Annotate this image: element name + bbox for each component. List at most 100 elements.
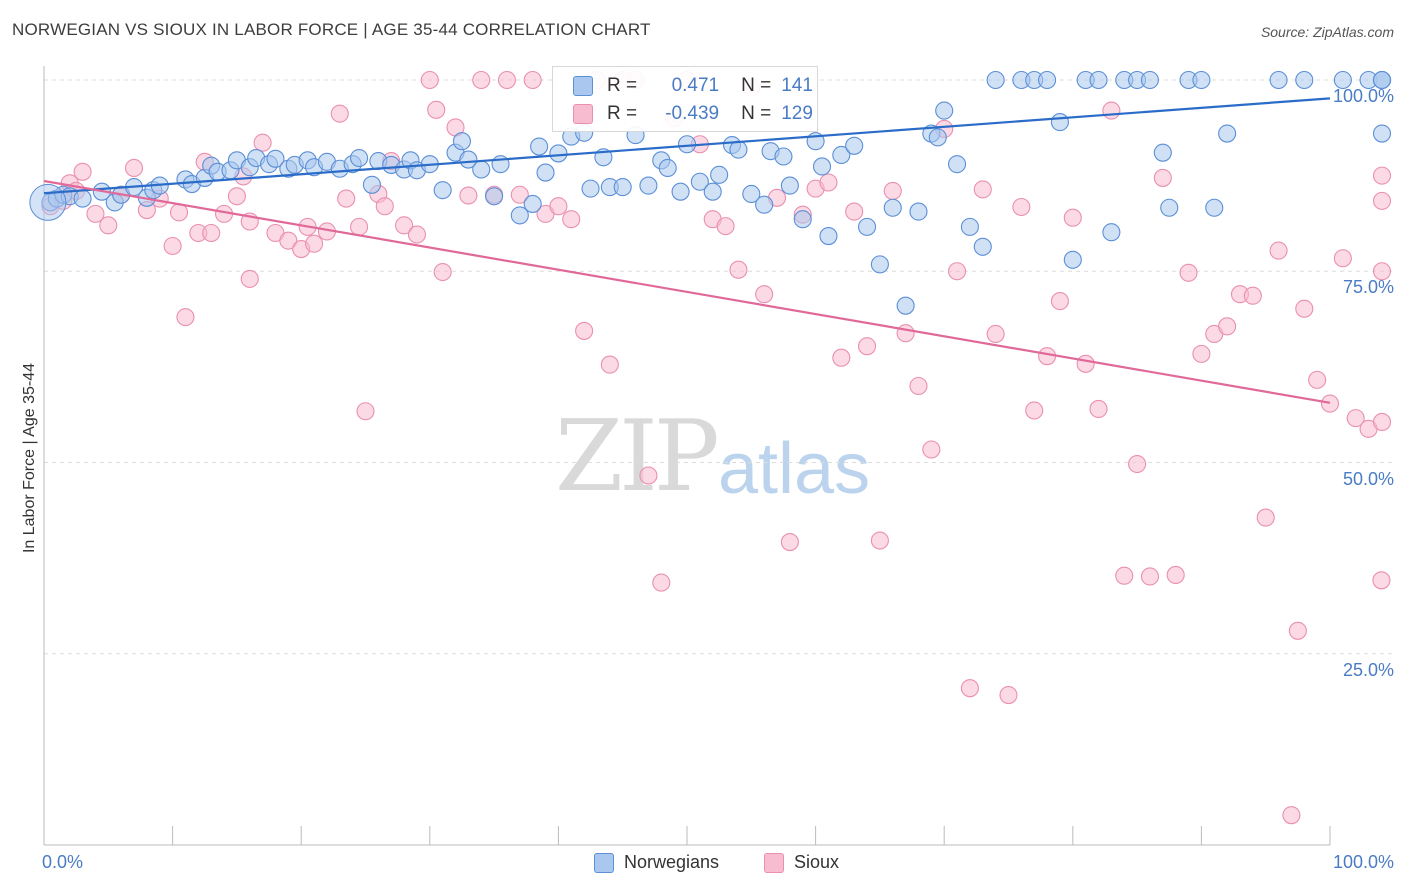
norwegians-point xyxy=(485,187,504,206)
norwegians-point xyxy=(928,128,947,147)
sioux-point xyxy=(922,440,941,459)
norwegians-point xyxy=(510,206,529,225)
sioux-point xyxy=(1333,249,1352,268)
sioux-point xyxy=(472,70,491,90)
sioux-point xyxy=(1153,168,1172,187)
sioux-trend-line xyxy=(43,179,1331,404)
watermark-atlas: atlas xyxy=(718,429,871,509)
norwegians-point xyxy=(1295,70,1314,90)
stats-row-norwegians: R = 0.471 N = 141 xyxy=(573,73,813,99)
watermark-zip: ZIP xyxy=(555,400,720,514)
sioux-point xyxy=(1269,241,1288,260)
sioux-point xyxy=(780,533,799,552)
norwegians-point xyxy=(1140,70,1160,90)
norwegians-point xyxy=(909,202,928,221)
y-tick-label: 75.0% xyxy=(1342,277,1394,298)
sioux-point xyxy=(1372,571,1391,590)
sioux-point xyxy=(279,231,298,250)
norwegians-point xyxy=(1089,70,1108,90)
legend-label-norwegians: Norwegians xyxy=(624,852,720,872)
norwegians-point xyxy=(1038,70,1057,90)
norwegians-point xyxy=(960,217,979,236)
norwegians-big-point xyxy=(29,183,67,221)
sioux-point xyxy=(99,216,118,235)
sioux-point xyxy=(1089,399,1108,419)
norwegians-point xyxy=(1153,143,1172,162)
norwegians-point xyxy=(350,148,369,168)
chart-title: NORWEGIAN VS SIOUX IN LABOR FORCE | AGE … xyxy=(12,20,651,39)
sioux-point xyxy=(1295,299,1314,318)
x-tick-max: 100.0% xyxy=(1332,852,1394,872)
norwegians-point xyxy=(581,179,600,198)
norwegians-point xyxy=(690,172,709,191)
r-value: -0.439 xyxy=(665,103,720,124)
norwegians-point xyxy=(774,147,793,166)
norwegians-point xyxy=(433,181,452,200)
sioux-point xyxy=(1050,292,1069,311)
sioux-point xyxy=(652,573,671,592)
legend-item-norwegians: Norwegians xyxy=(594,852,719,873)
norwegians-point xyxy=(857,217,877,236)
n-key: N = xyxy=(741,103,772,124)
sioux-point xyxy=(356,402,375,421)
norwegians-swatch xyxy=(573,76,593,96)
sioux-point xyxy=(523,70,542,90)
sioux-point xyxy=(1256,508,1275,527)
source-label: Source: ZipAtlas.com xyxy=(1260,24,1394,40)
norwegians-point xyxy=(812,157,832,176)
sioux-point xyxy=(375,197,394,216)
sioux-point xyxy=(1102,101,1121,120)
sioux-point xyxy=(883,181,902,200)
sioux-point xyxy=(832,348,851,367)
legend-label-sioux: Sioux xyxy=(794,852,840,872)
norwegians-point xyxy=(1372,70,1392,90)
sioux-point xyxy=(86,204,105,223)
norwegians-point xyxy=(755,195,774,214)
sioux-point xyxy=(1308,370,1327,389)
sioux-point xyxy=(253,133,272,152)
sioux-point xyxy=(1372,166,1392,185)
norwegians-point xyxy=(1205,198,1224,217)
sioux-point xyxy=(510,185,529,204)
sioux-point xyxy=(1179,263,1198,282)
sioux-point xyxy=(1128,454,1147,474)
norwegians-point xyxy=(266,149,285,168)
sioux-point xyxy=(1076,354,1095,373)
norwegians-point xyxy=(973,237,992,256)
norwegians-point xyxy=(472,160,491,179)
y-tick-label: 100.0% xyxy=(1332,86,1394,106)
series-legend: Norwegians Sioux xyxy=(0,852,1406,878)
norwegians-point xyxy=(671,182,690,201)
norwegians-point xyxy=(832,145,851,165)
norwegians-point xyxy=(1218,124,1237,143)
sioux-point xyxy=(639,466,658,485)
legend-item-sioux: Sioux xyxy=(764,852,839,873)
stats-legend: R = 0.471 N = 141 R = -0.439 N = 129 xyxy=(552,66,818,132)
sioux-point xyxy=(1218,317,1237,336)
stats-row-sioux: R = -0.439 N = 129 xyxy=(573,101,813,127)
sioux-point xyxy=(857,337,877,356)
sioux-point xyxy=(1025,401,1044,420)
norwegians-point xyxy=(73,189,92,208)
sioux-point xyxy=(420,70,439,90)
norwegians-point xyxy=(703,182,722,201)
sioux-point xyxy=(459,186,478,205)
norwegians-point xyxy=(935,101,954,120)
sioux-point xyxy=(433,262,452,282)
sioux-point xyxy=(1012,197,1031,217)
norwegians-point xyxy=(549,144,568,163)
sioux-point xyxy=(1166,565,1185,585)
sioux-point xyxy=(73,162,92,181)
sioux-legend-swatch xyxy=(764,852,784,873)
sioux-point xyxy=(973,180,992,199)
sioux-point xyxy=(716,217,735,236)
sioux-point xyxy=(407,225,426,244)
y-tick-label: 50.0% xyxy=(1342,468,1394,489)
y-tick-label: 25.0% xyxy=(1342,659,1394,680)
r-key: R = xyxy=(607,103,638,124)
sioux-point xyxy=(124,158,144,178)
x-tick-min: 0.0% xyxy=(42,852,84,872)
norwegians-point xyxy=(1102,223,1121,242)
sioux-point xyxy=(176,308,195,327)
norwegians-point xyxy=(452,132,472,151)
